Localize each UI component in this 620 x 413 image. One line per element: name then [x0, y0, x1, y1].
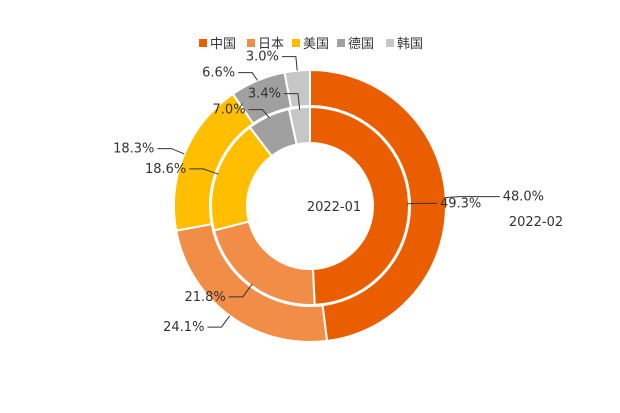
data-label: 3.0%: [246, 50, 279, 65]
data-label: 7.0%: [213, 103, 246, 118]
legend-swatch: [199, 39, 207, 47]
series-name-inner: 2022-01: [307, 200, 361, 215]
data-labels: 49.3% 21.8% 18.6% 7.0%3.4% 48.0% 24.1% 18.3% 6.…: [113, 50, 544, 335]
label-leader-line: [283, 93, 301, 110]
legend-swatch: [247, 39, 255, 47]
label-leader-line: [281, 56, 298, 71]
label-leader-line: [228, 283, 253, 298]
label-leader-line: [189, 168, 219, 175]
label-leader-line: [157, 148, 185, 155]
data-label: 24.1%: [163, 320, 204, 335]
data-label: 21.8%: [184, 290, 225, 305]
legend-label: 中国: [210, 37, 236, 52]
legend-label: 德国: [348, 37, 374, 52]
legend-item[interactable]: 日本: [247, 37, 284, 52]
legend-swatch: [292, 39, 300, 47]
rings: [173, 68, 447, 343]
legend-swatch: [386, 39, 394, 47]
legend: 中国 日本 美国 德国 韩国: [199, 37, 423, 52]
legend-label: 韩国: [397, 37, 423, 52]
series-name-outer: 2022-02: [509, 215, 563, 230]
legend-item[interactable]: 美国: [292, 37, 329, 52]
data-label: 18.3%: [113, 142, 154, 157]
slice-outer-4[interactable]: [283, 68, 311, 109]
data-label: 18.6%: [145, 162, 186, 177]
slice-inner-0[interactable]: [309, 105, 410, 306]
legend-swatch: [337, 39, 345, 47]
data-label: 6.6%: [202, 66, 235, 81]
legend-label: 日本: [258, 37, 284, 52]
legend-item[interactable]: 韩国: [386, 37, 423, 52]
data-label: 48.0%: [503, 190, 544, 205]
legend-label: 美国: [303, 37, 329, 52]
data-label: 49.3%: [440, 196, 481, 211]
slice-outer-0[interactable]: [309, 68, 447, 343]
label-leader-line: [248, 109, 270, 119]
data-label: 3.4%: [248, 87, 281, 102]
label-leader-line: [207, 315, 231, 328]
legend-item[interactable]: 中国: [199, 37, 236, 52]
legend-item[interactable]: 德国: [337, 37, 374, 52]
label-leader-line: [238, 72, 258, 81]
slice-inner-4[interactable]: [287, 105, 311, 146]
label-leader-line: [445, 196, 500, 198]
